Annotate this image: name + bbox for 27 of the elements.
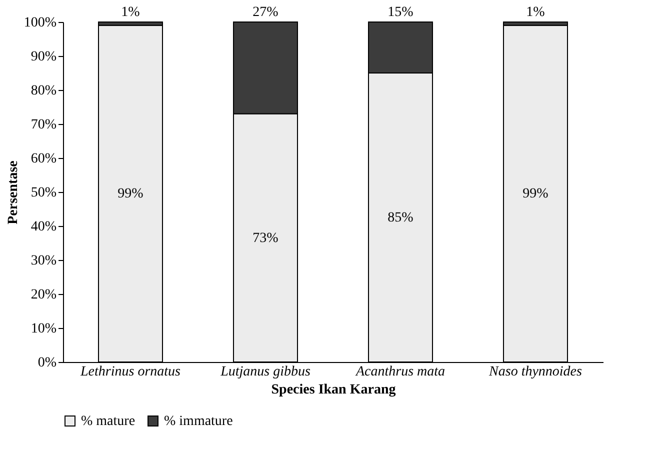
- y-tick-label: 60%: [30, 152, 57, 166]
- legend-label: % mature: [81, 414, 136, 429]
- x-tick-label: Lutjanus gibbus: [220, 364, 311, 380]
- y-tick-label: 20%: [30, 288, 57, 302]
- data-label: 27%: [252, 5, 279, 20]
- data-label: 85%: [388, 210, 414, 226]
- x-tick-label: Acanthrus mata: [354, 364, 446, 380]
- y-tick-label: 50%: [30, 186, 57, 200]
- y-axis-title: Persentase: [6, 160, 21, 224]
- data-label: 99%: [118, 186, 144, 202]
- y-tick-label: 30%: [30, 254, 57, 268]
- y-tick-label: 100%: [24, 16, 57, 30]
- data-label: 99%: [522, 186, 549, 202]
- y-tick-label: 40%: [30, 220, 57, 234]
- y-tick-label: 90%: [30, 50, 57, 64]
- x-tick-label: Lethrinus ornatus: [80, 364, 182, 380]
- y-tick-label: 70%: [30, 118, 57, 132]
- y-tick-label: 80%: [30, 84, 57, 98]
- data-label: 1%: [526, 5, 546, 20]
- data-label: 1%: [121, 5, 140, 20]
- y-tick-label: 10%: [30, 322, 57, 336]
- y-tick-label: 0%: [38, 356, 57, 370]
- x-tick-label: Naso thynnoides: [488, 364, 583, 380]
- data-label: 73%: [252, 230, 279, 246]
- x-axis-title: Species Ikan Karang: [271, 382, 396, 398]
- data-label: 15%: [388, 5, 414, 20]
- legend-label: % immature: [164, 414, 233, 429]
